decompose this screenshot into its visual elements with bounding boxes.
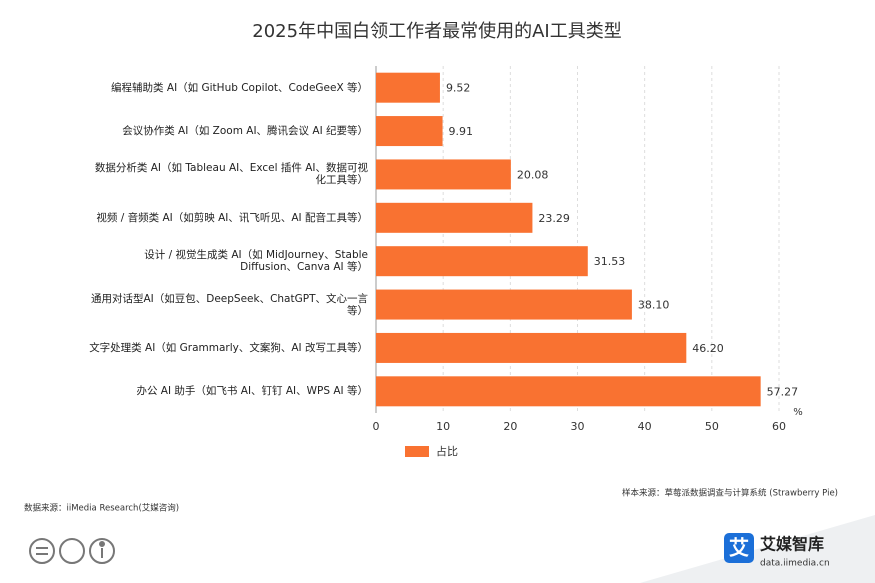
bar [376,246,588,277]
y-tick-label: 编程辅助类 AI（如 GitHub Copilot、CodeGeeX 等） [111,81,368,94]
x-tick-label: 60 [772,420,786,433]
bar [376,159,511,190]
brand-logo-glyph: 艾 [729,536,749,560]
value-label: 57.27 [767,385,799,398]
legend-swatch [405,446,429,457]
value-label: 46.20 [692,342,724,355]
x-tick-label: 40 [638,420,652,433]
bar [376,376,761,407]
brand-name: 艾媒智库 [760,535,824,554]
y-tick-label: 文字处理类 AI（如 Grammarly、文案狗、AI 改写工具等） [89,341,368,354]
bar [376,289,632,320]
corner-decoration [640,515,875,583]
chart-title: 2025年中国白领工作者最常使用的AI工具类型 [252,21,621,42]
brand-logo [724,533,754,563]
x-tick-label: 50 [705,420,719,433]
x-tick-label: 10 [436,420,450,433]
y-tick-label: 办公 AI 助手（如飞书 AI、钉钉 AI、WPS AI 等） [136,385,368,398]
y-tick-label: 会议协作类 AI（如 Zoom AI、腾讯会议 AI 纪要等） [122,125,368,138]
bar [376,332,687,363]
value-label: 31.53 [594,255,626,268]
bar [376,202,533,233]
value-label: 38.10 [638,299,670,312]
value-label: 23.29 [538,212,570,225]
x-tick-label: 20 [503,420,517,433]
y-tick-label: 数据分析类 AI（如 Tableau AI、Excel 插件 AI、数据可视化工… [94,162,368,187]
license-icons [29,538,115,564]
brand-url: data.iimedia.cn [760,559,830,569]
legend-label: 占比 [436,444,458,458]
y-tick-label: 通用对话型AI（如豆包、DeepSeek、ChatGPT、文心一言等） [90,292,368,317]
value-label: 9.91 [449,125,474,138]
y-tick-label: 视频 / 音频类 AI（如剪映 AI、讯飞听见、AI 配音工具等） [96,211,368,224]
x-tick-label: 30 [571,420,585,433]
data-source: 数据来源：iiMedia Research(艾媒咨询) [24,503,179,514]
bar [376,72,440,103]
value-label: 20.08 [517,168,549,181]
bar [376,116,443,147]
value-label: 9.52 [446,82,471,95]
x-tick-label: 0 [373,420,380,433]
y-tick-label: 设计 / 视觉生成类 AI（如 MidJourney、Stable Diffus… [144,249,368,274]
x-unit: % [793,407,803,418]
sample-source: 样本来源：草莓派数据调查与计算系统 (Strawberry Pie) [622,488,838,499]
